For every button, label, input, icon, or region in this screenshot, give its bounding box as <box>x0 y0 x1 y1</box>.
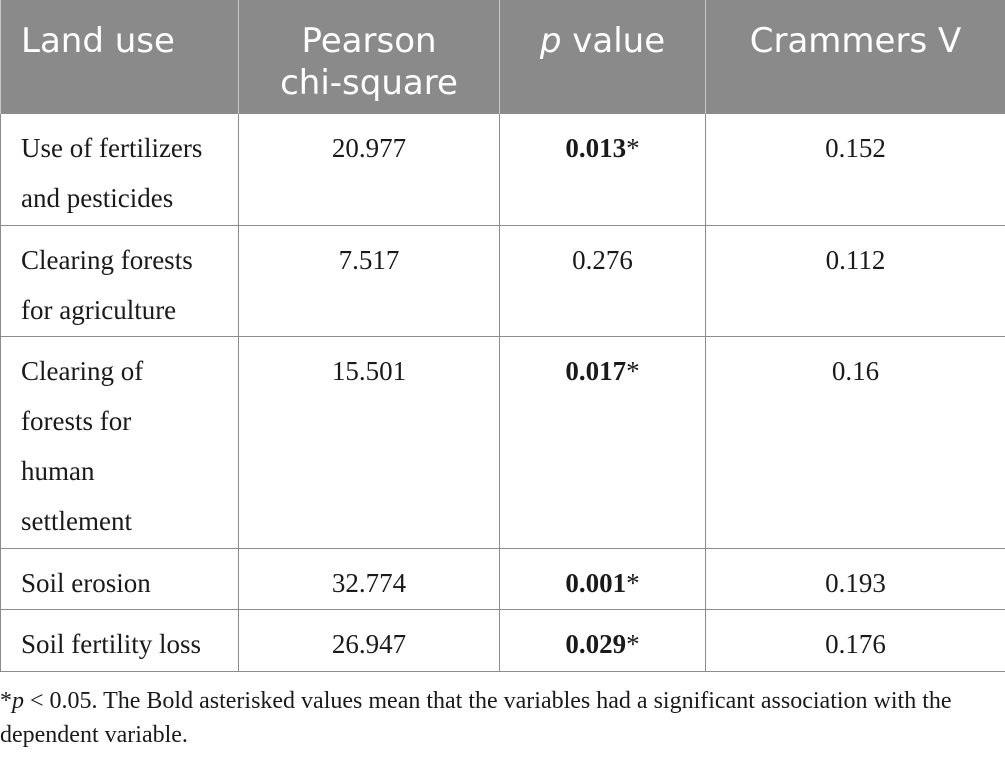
cell-land-use: Clearing forests for agriculture <box>0 224 239 337</box>
chi-square-table: Land use Pearson chi-square p value Cram… <box>0 0 1005 672</box>
p-value-number: 0.017 <box>565 355 627 386</box>
p-value-number: 0.276 <box>572 244 633 275</box>
header-p-italic: p <box>539 21 562 61</box>
cell-land-use: Clearing of forests for human settlement <box>0 335 239 549</box>
cell-crammers-v: 0.112 <box>705 224 1005 337</box>
table-footnote: *p < 0.05. The Bold asterisked values me… <box>0 684 1000 752</box>
header-p-value: p value <box>499 0 706 113</box>
cell-p-value: 0.276 <box>499 224 706 337</box>
cell-crammers-v: 0.176 <box>705 608 1005 672</box>
p-value-number: 0.001 <box>565 567 627 598</box>
table-row: Clearing of forests for human settlement… <box>0 335 1005 549</box>
significance-mark: * <box>626 132 640 163</box>
significance-mark: * <box>626 628 640 659</box>
cell-p-value: 0.017* <box>499 335 706 549</box>
significance-mark: * <box>626 567 640 598</box>
table-row: Clearing forests for agriculture 7.517 0… <box>0 224 1005 337</box>
p-value-number: 0.013 <box>565 132 627 163</box>
cell-p-value: 0.029* <box>499 608 706 672</box>
header-pearson-line1: Pearson <box>301 21 437 61</box>
cell-crammers-v: 0.152 <box>705 112 1005 226</box>
cell-crammers-v: 0.16 <box>705 335 1005 549</box>
footnote-p: p <box>12 688 24 714</box>
cell-land-use: Soil fertility loss <box>0 608 239 672</box>
table-row: Soil fertility loss 26.947 0.029* 0.176 <box>0 608 1005 672</box>
cell-p-value: 0.013* <box>499 112 706 226</box>
footnote-text: < 0.05. The Bold asterisked values mean … <box>0 688 952 748</box>
cell-land-use: Soil erosion <box>0 547 239 610</box>
header-land-use: Land use <box>0 0 239 113</box>
header-p-rest: value <box>561 21 666 61</box>
footnote-star: * <box>0 688 12 714</box>
header-row: Land use Pearson chi-square p value Cram… <box>0 0 1005 113</box>
cell-pearson: 32.774 <box>238 547 500 610</box>
cell-pearson: 15.501 <box>238 335 500 549</box>
cell-p-value: 0.001* <box>499 547 706 610</box>
table-row: Use of fertilizers and pesticides 20.977… <box>0 112 1005 226</box>
cell-pearson: 26.947 <box>238 608 500 672</box>
header-crammers-v: Crammers V <box>705 0 1005 113</box>
significance-mark: * <box>626 355 640 386</box>
cell-pearson: 20.977 <box>238 112 500 226</box>
cell-land-use: Use of fertilizers and pesticides <box>0 112 239 226</box>
p-value-number: 0.029 <box>565 628 627 659</box>
header-pearson-line2: chi-square <box>280 63 458 103</box>
cell-crammers-v: 0.193 <box>705 547 1005 610</box>
table-row: Soil erosion 32.774 0.001* 0.193 <box>0 547 1005 610</box>
cell-pearson: 7.517 <box>238 224 500 337</box>
header-pearson-chi-square: Pearson chi-square <box>238 0 500 113</box>
table-container: Land use Pearson chi-square p value Cram… <box>0 0 1005 672</box>
